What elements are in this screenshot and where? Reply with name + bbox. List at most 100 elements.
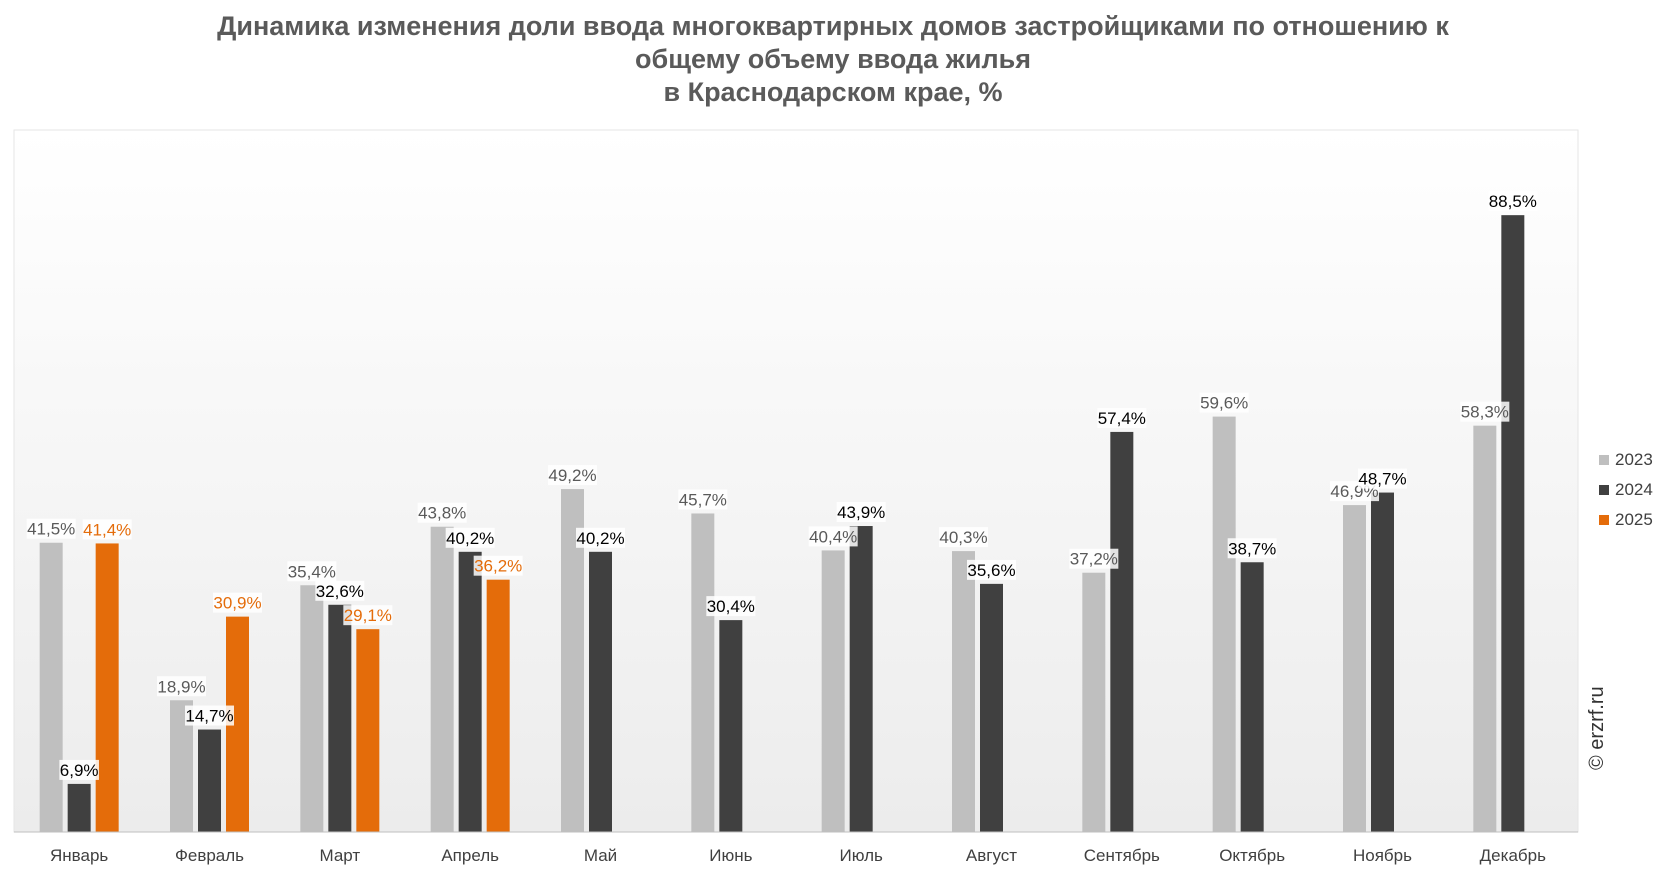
data-label-2024-0: 6,9% [60,761,99,780]
bar-2023-10 [1343,505,1366,832]
legend-label-2025: 2025 [1615,510,1653,529]
x-tick-label-5: Июнь [709,846,752,865]
data-label-bg-2025-1 [213,592,262,613]
x-tick-label-3: Апрель [441,846,499,865]
bar-2024-5 [719,620,743,832]
data-label-2023-7: 40,3% [939,528,987,547]
x-tick-label-9: Октябрь [1219,846,1285,865]
data-label-bg-2024-8 [1097,407,1147,428]
bar-2024-3 [458,551,482,832]
data-label-bg-2025-3 [473,555,523,576]
bar-2023-6 [821,550,845,832]
bar-2025-1 [226,616,249,832]
legend: 2023 2024 2025 [1599,450,1653,529]
data-label-bg-2023-11 [1460,401,1510,422]
data-label-bg-2023-9 [1199,392,1249,413]
data-label-bg-2023-7 [939,527,988,548]
data-label-2023-6: 40,4% [809,527,857,546]
bar-2024-9 [1240,562,1264,832]
data-label-bg-2024-6 [836,502,886,523]
bar-2025-0 [95,543,119,832]
data-label-2023-11: 58,3% [1461,403,1509,422]
x-tick-label-10: Ноябрь [1353,846,1412,865]
data-label-bg-2023-2 [287,561,337,582]
data-label-bg-2023-5 [678,489,728,510]
bar-2024-7 [980,583,1003,832]
data-label-2023-9: 59,6% [1200,394,1248,413]
x-tick-label-0: Январь [50,846,108,865]
data-label-bg-2023-1 [157,676,206,697]
data-label-2023-5: 45,7% [679,490,727,509]
legend-label-2023: 2023 [1615,450,1653,469]
chart-title-line-1: Динамика изменения доли ввода многокварт… [217,11,1449,41]
data-label-bg-2025-0 [82,519,132,540]
bar-2023-2 [300,585,324,832]
data-label-bg-2024-3 [445,527,495,548]
data-label-bg-2024-4 [576,527,625,548]
plot-area [13,129,1579,833]
data-label-bg-2024-2 [315,580,365,601]
x-tick-label-8: Сентябрь [1084,846,1160,865]
data-label-2024-8: 57,4% [1098,409,1146,428]
data-label-bg-2023-4 [548,465,597,486]
data-label-2024-2: 32,6% [316,582,364,601]
bar-2024-10 [1371,492,1394,832]
watermark: © erzrf.ru [1586,686,1608,770]
x-tick-label-2: Март [319,846,360,865]
data-label-2024-9: 38,7% [1228,539,1276,558]
bar-2024-6 [849,526,873,832]
data-label-2024-10: 48,7% [1358,470,1406,489]
chart-title-line-3: в Краснодарском крае, % [663,77,1003,107]
bar-2023-11 [1473,425,1497,832]
x-ticks-layer: Январь Февраль Март Апрель Май Июнь Июль Август… [50,846,1546,865]
x-tick-label-6: Июль [839,846,883,865]
bar-2023-9 [1212,416,1236,832]
data-label-2024-11: 88,5% [1489,192,1537,211]
data-label-bg-2024-0 [59,759,99,780]
data-label-2024-5: 30,4% [707,597,755,616]
data-label-2024-4: 40,2% [576,529,624,548]
data-label-bg-2025-2 [343,605,393,626]
bar-2024-4 [589,551,612,832]
data-label-2025-3: 36,2% [474,557,522,576]
bar-2024-0 [67,783,91,832]
x-tick-label-7: Август [966,846,1017,865]
bar-2023-5 [691,513,715,832]
legend-swatch-2023 [1599,455,1609,465]
bar-2023-3 [430,526,454,832]
data-label-2024-3: 40,2% [446,529,494,548]
data-label-2023-1: 18,9% [157,677,205,696]
chart-title-line-2: общему объему ввода жилья [635,44,1031,74]
data-label-2023-2: 35,4% [288,562,336,581]
bar-2024-1 [198,729,221,832]
data-label-bg-2024-1 [185,705,234,726]
bars-layer [39,215,1525,832]
data-label-2024-7: 35,6% [967,561,1015,580]
bar-2024-8 [1110,431,1134,832]
bar-2024-11 [1501,215,1525,832]
bar-2023-4 [561,489,584,832]
data-label-2023-4: 49,2% [548,466,596,485]
data-label-2024-1: 14,7% [185,707,233,726]
bar-2023-1 [170,700,193,832]
bar-2023-0 [39,542,63,832]
data-label-2023-3: 43,8% [418,504,466,523]
legend-swatch-2024 [1599,485,1609,495]
chart-title: Динамика изменения доли ввода многокварт… [0,10,1666,109]
data-label-2025-0: 41,4% [83,520,131,539]
data-label-bg-2024-5 [706,596,756,617]
data-label-2025-2: 29,1% [344,606,392,625]
bar-2024-2 [328,604,352,832]
data-label-bg-2023-8 [1069,548,1119,569]
data-label-bg-2024-9 [1227,538,1277,559]
data-label-bg-2024-10 [1358,468,1407,489]
bar-2025-3 [486,579,510,832]
bar-2025-2 [356,629,380,832]
data-label-bg-2023-3 [417,502,467,523]
data-label-bg-2023-0 [26,518,76,539]
data-label-2025-1: 30,9% [213,594,261,613]
bar-2023-7 [952,551,975,832]
data-labels-layer: 41,5% 6,9% 41,4% 18,9% 14,7% 30,9% 35,4%32,6% 2… [26,191,1538,780]
data-label-bg-2024-7 [967,559,1016,580]
